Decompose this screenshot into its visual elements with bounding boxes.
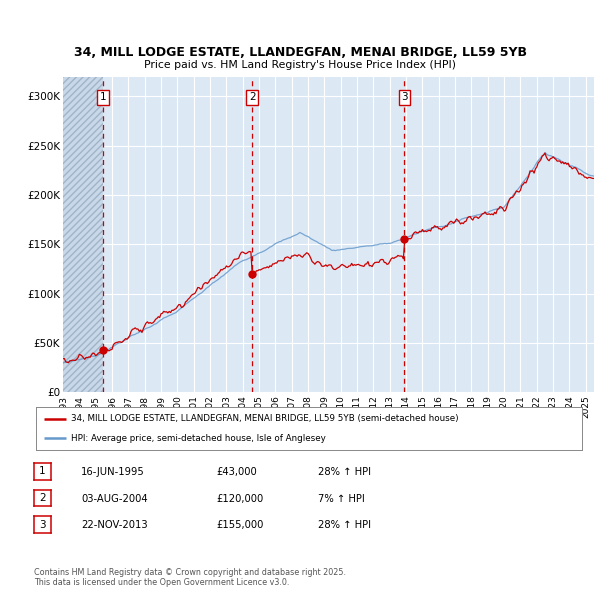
Text: 3: 3 <box>39 520 46 529</box>
Text: Price paid vs. HM Land Registry's House Price Index (HPI): Price paid vs. HM Land Registry's House … <box>144 60 456 70</box>
Text: 28% ↑ HPI: 28% ↑ HPI <box>318 520 371 530</box>
Text: 1: 1 <box>100 92 107 102</box>
Text: 7% ↑ HPI: 7% ↑ HPI <box>318 494 365 503</box>
Text: 3: 3 <box>401 92 408 102</box>
Text: 16-JUN-1995: 16-JUN-1995 <box>81 467 145 477</box>
Text: 22-NOV-2013: 22-NOV-2013 <box>81 520 148 530</box>
Text: 34, MILL LODGE ESTATE, LLANDEGFAN, MENAI BRIDGE, LL59 5YB (semi-detached house): 34, MILL LODGE ESTATE, LLANDEGFAN, MENAI… <box>71 414 459 423</box>
Text: 2: 2 <box>39 493 46 503</box>
Text: Contains HM Land Registry data © Crown copyright and database right 2025.
This d: Contains HM Land Registry data © Crown c… <box>34 568 346 587</box>
Text: 34, MILL LODGE ESTATE, LLANDEGFAN, MENAI BRIDGE, LL59 5YB: 34, MILL LODGE ESTATE, LLANDEGFAN, MENAI… <box>74 46 527 59</box>
Text: 2: 2 <box>249 92 256 102</box>
Text: £120,000: £120,000 <box>216 494 263 503</box>
Text: HPI: Average price, semi-detached house, Isle of Anglesey: HPI: Average price, semi-detached house,… <box>71 434 326 442</box>
Text: £155,000: £155,000 <box>216 520 263 530</box>
Text: £43,000: £43,000 <box>216 467 257 477</box>
Text: 28% ↑ HPI: 28% ↑ HPI <box>318 467 371 477</box>
Bar <box>63 77 103 392</box>
Text: 1: 1 <box>39 467 46 476</box>
Text: 03-AUG-2004: 03-AUG-2004 <box>81 494 148 503</box>
